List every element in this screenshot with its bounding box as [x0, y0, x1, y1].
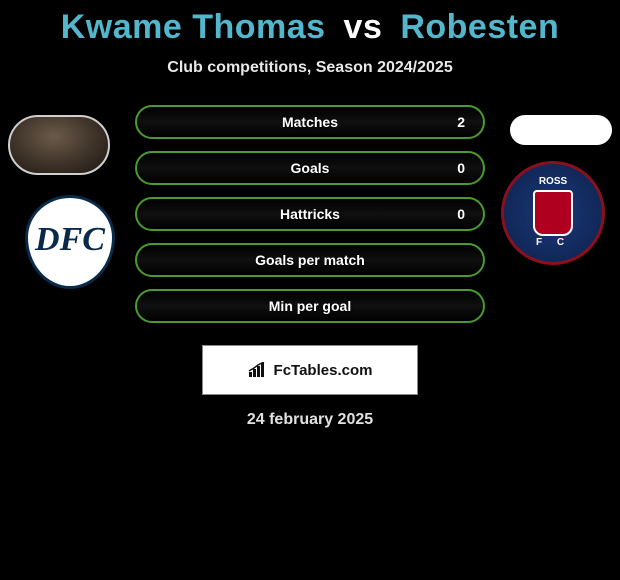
brand-text: FcTables.com [274, 362, 373, 379]
player1-name: Kwame Thomas [61, 8, 326, 46]
crest-text-top: ROSS [504, 176, 602, 187]
stat-label: Goals per match [255, 252, 365, 268]
crest-text-bottom: F C [504, 237, 602, 248]
stat-value-left: 2 [457, 114, 465, 130]
player2-name: Robesten [400, 8, 559, 46]
player2-club-crest: ROSS F C [501, 161, 605, 265]
stat-row-hattricks: Hattricks 0 [135, 197, 485, 231]
stat-value-left: 0 [457, 206, 465, 222]
crest-shield: DFC [25, 195, 115, 289]
stat-label: Matches [282, 114, 338, 130]
brand-box: FcTables.com [202, 345, 418, 395]
bar-chart-icon [248, 362, 268, 378]
stat-row-goals: Goals 0 [135, 151, 485, 185]
main-area: DFC Matches 2 Goals 0 Hattricks 0 Goals … [0, 105, 620, 335]
player2-avatar [510, 115, 612, 145]
player1-avatar [8, 115, 110, 175]
crest-badge [533, 190, 573, 236]
stat-label: Hattricks [280, 206, 340, 222]
stat-row-mpg: Min per goal [135, 289, 485, 323]
stat-label: Goals [291, 160, 330, 176]
date-label: 24 february 2025 [0, 411, 620, 429]
player1-club-crest: DFC [25, 195, 115, 289]
stat-row-gpm: Goals per match [135, 243, 485, 277]
stats-column: Matches 2 Goals 0 Hattricks 0 Goals per … [135, 105, 485, 335]
crest-letters: DFC [35, 221, 105, 259]
stat-row-matches: Matches 2 [135, 105, 485, 139]
page-title: Kwame Thomas vs Robesten [0, 0, 620, 47]
vs-label: vs [344, 8, 383, 46]
crest-circle: ROSS F C [501, 161, 605, 265]
subtitle: Club competitions, Season 2024/2025 [0, 59, 620, 77]
stat-label: Min per goal [269, 298, 351, 314]
stat-value-left: 0 [457, 160, 465, 176]
left-column: DFC [0, 105, 135, 335]
right-column: ROSS F C [485, 105, 620, 335]
